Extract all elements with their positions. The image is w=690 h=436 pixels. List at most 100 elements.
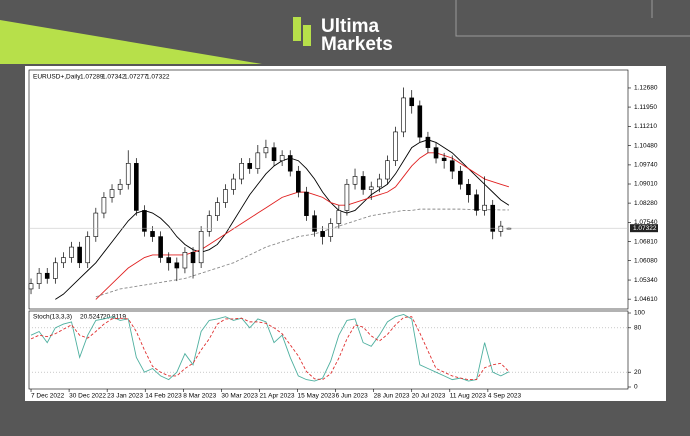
candle-body xyxy=(271,147,277,162)
y-tick-label: 1.05340 xyxy=(634,277,658,284)
stoch-panel xyxy=(28,310,629,390)
y-tick-label: 1.10480 xyxy=(634,142,658,149)
candle-body xyxy=(287,155,293,172)
candle-body xyxy=(490,204,496,232)
candle-body xyxy=(117,183,123,190)
y-tick-label: 1.09010 xyxy=(634,181,658,188)
candle-body xyxy=(425,136,431,148)
candle-body xyxy=(360,176,366,190)
candle-body xyxy=(223,189,228,203)
indicator-line xyxy=(95,152,510,300)
x-tick-label: 6 Jun 2023 xyxy=(336,393,369,400)
y-tick-label: 1.09740 xyxy=(634,162,658,169)
y-tick-label: 1.08280 xyxy=(634,200,658,207)
y-tick-label: 0 xyxy=(634,384,638,391)
stoch-label: Stoch(13,3,3) xyxy=(33,314,72,321)
candle-body xyxy=(482,204,487,211)
y-tick-label: 1.11950 xyxy=(634,104,657,111)
x-tick-label: 4 Sep 2023 xyxy=(488,393,522,400)
candle-body xyxy=(328,223,334,237)
candle-body xyxy=(182,252,188,269)
y-tick-label: 1.12680 xyxy=(634,85,658,92)
x-tick-label: 20 Jul 2023 xyxy=(412,393,446,400)
candle-body xyxy=(458,170,463,185)
candle-body xyxy=(368,186,374,190)
candle-body xyxy=(174,262,180,269)
candle-body xyxy=(53,262,58,279)
candle-body xyxy=(142,210,147,232)
candle-body xyxy=(77,246,82,264)
candle-body xyxy=(215,202,220,216)
indicator-line xyxy=(30,313,510,382)
candle-body xyxy=(61,257,66,264)
brand: Markets xyxy=(321,34,393,55)
candle-body xyxy=(255,152,261,169)
candle-body xyxy=(44,272,50,279)
candle-body xyxy=(296,170,301,193)
stoch-value: 20.8119 xyxy=(103,314,126,321)
indicator-line xyxy=(95,208,509,298)
candle-body xyxy=(206,215,212,232)
candle-body xyxy=(449,160,455,172)
candle-body xyxy=(344,183,350,211)
ohlc-value: 1.07342 xyxy=(102,74,126,81)
candle-body xyxy=(409,97,415,107)
candle-body xyxy=(101,197,107,214)
x-tick-label: 30 Mar 2023 xyxy=(221,393,258,400)
candle-body xyxy=(385,160,390,180)
candle-body xyxy=(498,225,504,232)
candle-body xyxy=(93,212,99,237)
candle-body xyxy=(474,194,479,211)
x-tick-label: 7 Dec 2022 xyxy=(31,393,65,400)
ohlc-value: 1.07277 xyxy=(124,74,148,81)
y-tick-label: 100 xyxy=(634,310,645,317)
candle-body xyxy=(109,189,115,198)
x-tick-label: 21 Apr 2023 xyxy=(259,393,294,400)
candle-body xyxy=(336,210,342,224)
candle-body xyxy=(166,257,172,264)
candle-body xyxy=(158,236,163,258)
candle-body xyxy=(150,231,155,237)
logo: Ultima Markets xyxy=(293,16,393,55)
candle-body xyxy=(352,176,358,185)
indicator-line xyxy=(30,316,510,381)
logo-bar xyxy=(303,25,311,46)
ohlc-value: 1.07289 xyxy=(80,74,104,81)
y-tick-label: 1.07540 xyxy=(634,219,658,226)
x-tick-label: 28 Jun 2023 xyxy=(374,393,410,400)
y-tick-label: 1.06810 xyxy=(634,238,658,245)
candle-body xyxy=(417,105,423,138)
candle-body xyxy=(85,236,91,264)
candle-body xyxy=(401,97,406,133)
brand: Ultima xyxy=(321,16,380,37)
x-tick-label: 30 Dec 2022 xyxy=(69,393,106,400)
y-tick-label: 80 xyxy=(634,325,642,332)
candle-body xyxy=(190,252,196,264)
ohlc-value: 1.07322 xyxy=(146,74,170,81)
candle-body xyxy=(36,272,42,285)
candle-body xyxy=(239,163,244,180)
candle-body xyxy=(198,231,204,264)
candle-body xyxy=(134,163,139,211)
y-tick-label: 1.06080 xyxy=(634,257,658,264)
x-tick-label: 11 Aug 2023 xyxy=(450,393,486,400)
candle-body xyxy=(263,147,269,154)
logo-bar xyxy=(293,17,301,41)
x-tick-label: 14 Feb 2023 xyxy=(145,393,182,400)
price-tag xyxy=(630,224,658,233)
candle-body xyxy=(312,215,317,232)
frame-line xyxy=(455,0,690,37)
symbol: EURUSD+,Daily xyxy=(33,74,81,81)
candle-body xyxy=(69,246,74,258)
x-tick-label: 8 Mar 2023 xyxy=(183,393,216,400)
candle-body xyxy=(320,231,325,237)
y-tick-label: 1.04610 xyxy=(634,296,658,303)
stoch-value: 20.5247 xyxy=(80,314,104,321)
y-tick-label: 1.11210 xyxy=(634,123,657,130)
price-tag-label: 1.07322 xyxy=(633,225,657,232)
chart-window xyxy=(25,66,666,401)
candle-body xyxy=(433,147,439,159)
candle-body xyxy=(125,163,131,185)
candle-body xyxy=(28,283,34,290)
